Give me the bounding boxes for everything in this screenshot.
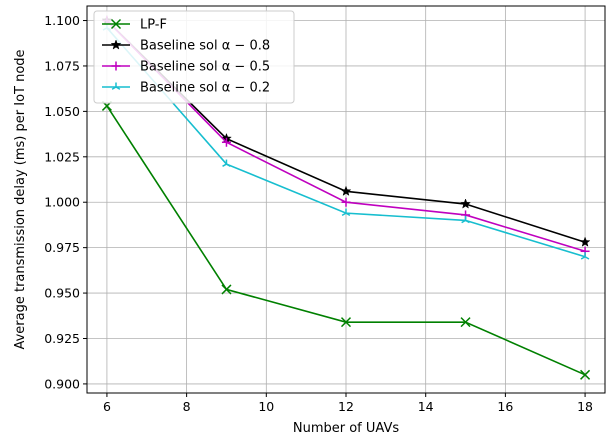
x-marker <box>460 317 471 328</box>
legend-label: LP-F <box>140 18 167 33</box>
legend-entry: LP-F <box>102 18 167 33</box>
y-tick-label: 0.900 <box>44 376 80 391</box>
y-tick-label: 1.000 <box>44 195 80 210</box>
plus-marker <box>221 137 231 147</box>
star-marker <box>340 185 352 196</box>
x-marker <box>110 18 122 30</box>
x-tick-label: 12 <box>338 399 354 414</box>
x-marker <box>580 369 591 380</box>
legend: LP-F Baseline sol α − 0.8 Baseline sol α −… <box>93 10 295 104</box>
legend-entry: Baseline sol α − 0.8 <box>102 39 270 54</box>
plus-marker <box>111 61 121 71</box>
x-marker <box>221 284 232 295</box>
x-tick-label: 6 <box>103 399 111 414</box>
y-tick-label: 1.100 <box>44 13 80 28</box>
x-tick-label: 16 <box>497 399 513 414</box>
x-tick-label: 14 <box>418 399 434 414</box>
axis-ticks: 6 8 10 12 14 16 18 0.900 0.925 0.950 0.975 1.000 1.0… <box>44 13 593 414</box>
y-tick-label: 1.025 <box>44 149 80 164</box>
x-axis-label: Number of UAVs <box>293 421 399 436</box>
x-marker <box>340 317 352 328</box>
y-tick-label: 0.975 <box>44 240 80 255</box>
tri-marker <box>111 82 121 90</box>
tri-marker <box>461 215 470 224</box>
legend-label: Baseline sol α − 0.5 <box>140 60 270 75</box>
legend-entry: Baseline sol α − 0.5 <box>102 60 270 75</box>
tri-marker <box>580 252 590 260</box>
star-marker <box>579 236 591 247</box>
y-tick-label: 0.950 <box>44 286 80 301</box>
y-tick-label: 1.075 <box>44 58 80 73</box>
y-tick-label: 1.050 <box>44 104 80 119</box>
legend-box <box>93 10 295 104</box>
legend-label: Baseline sol α − 0.2 <box>140 81 270 96</box>
x-tick-label: 8 <box>183 399 191 414</box>
tri-marker <box>222 159 231 167</box>
legend-label: Baseline sol α − 0.8 <box>140 39 270 54</box>
y-axis-label: Average transmission delay (ms) per IoT … <box>13 49 28 349</box>
x-tick-label: 10 <box>258 399 274 414</box>
tri-marker <box>341 208 351 217</box>
y-tick-label: 0.925 <box>44 331 80 346</box>
star-marker <box>460 198 471 209</box>
x-tick-label: 18 <box>577 399 593 414</box>
star-marker <box>110 39 122 50</box>
plus-marker <box>341 197 351 207</box>
legend-entry: Baseline sol α − 0.2 <box>102 81 270 96</box>
